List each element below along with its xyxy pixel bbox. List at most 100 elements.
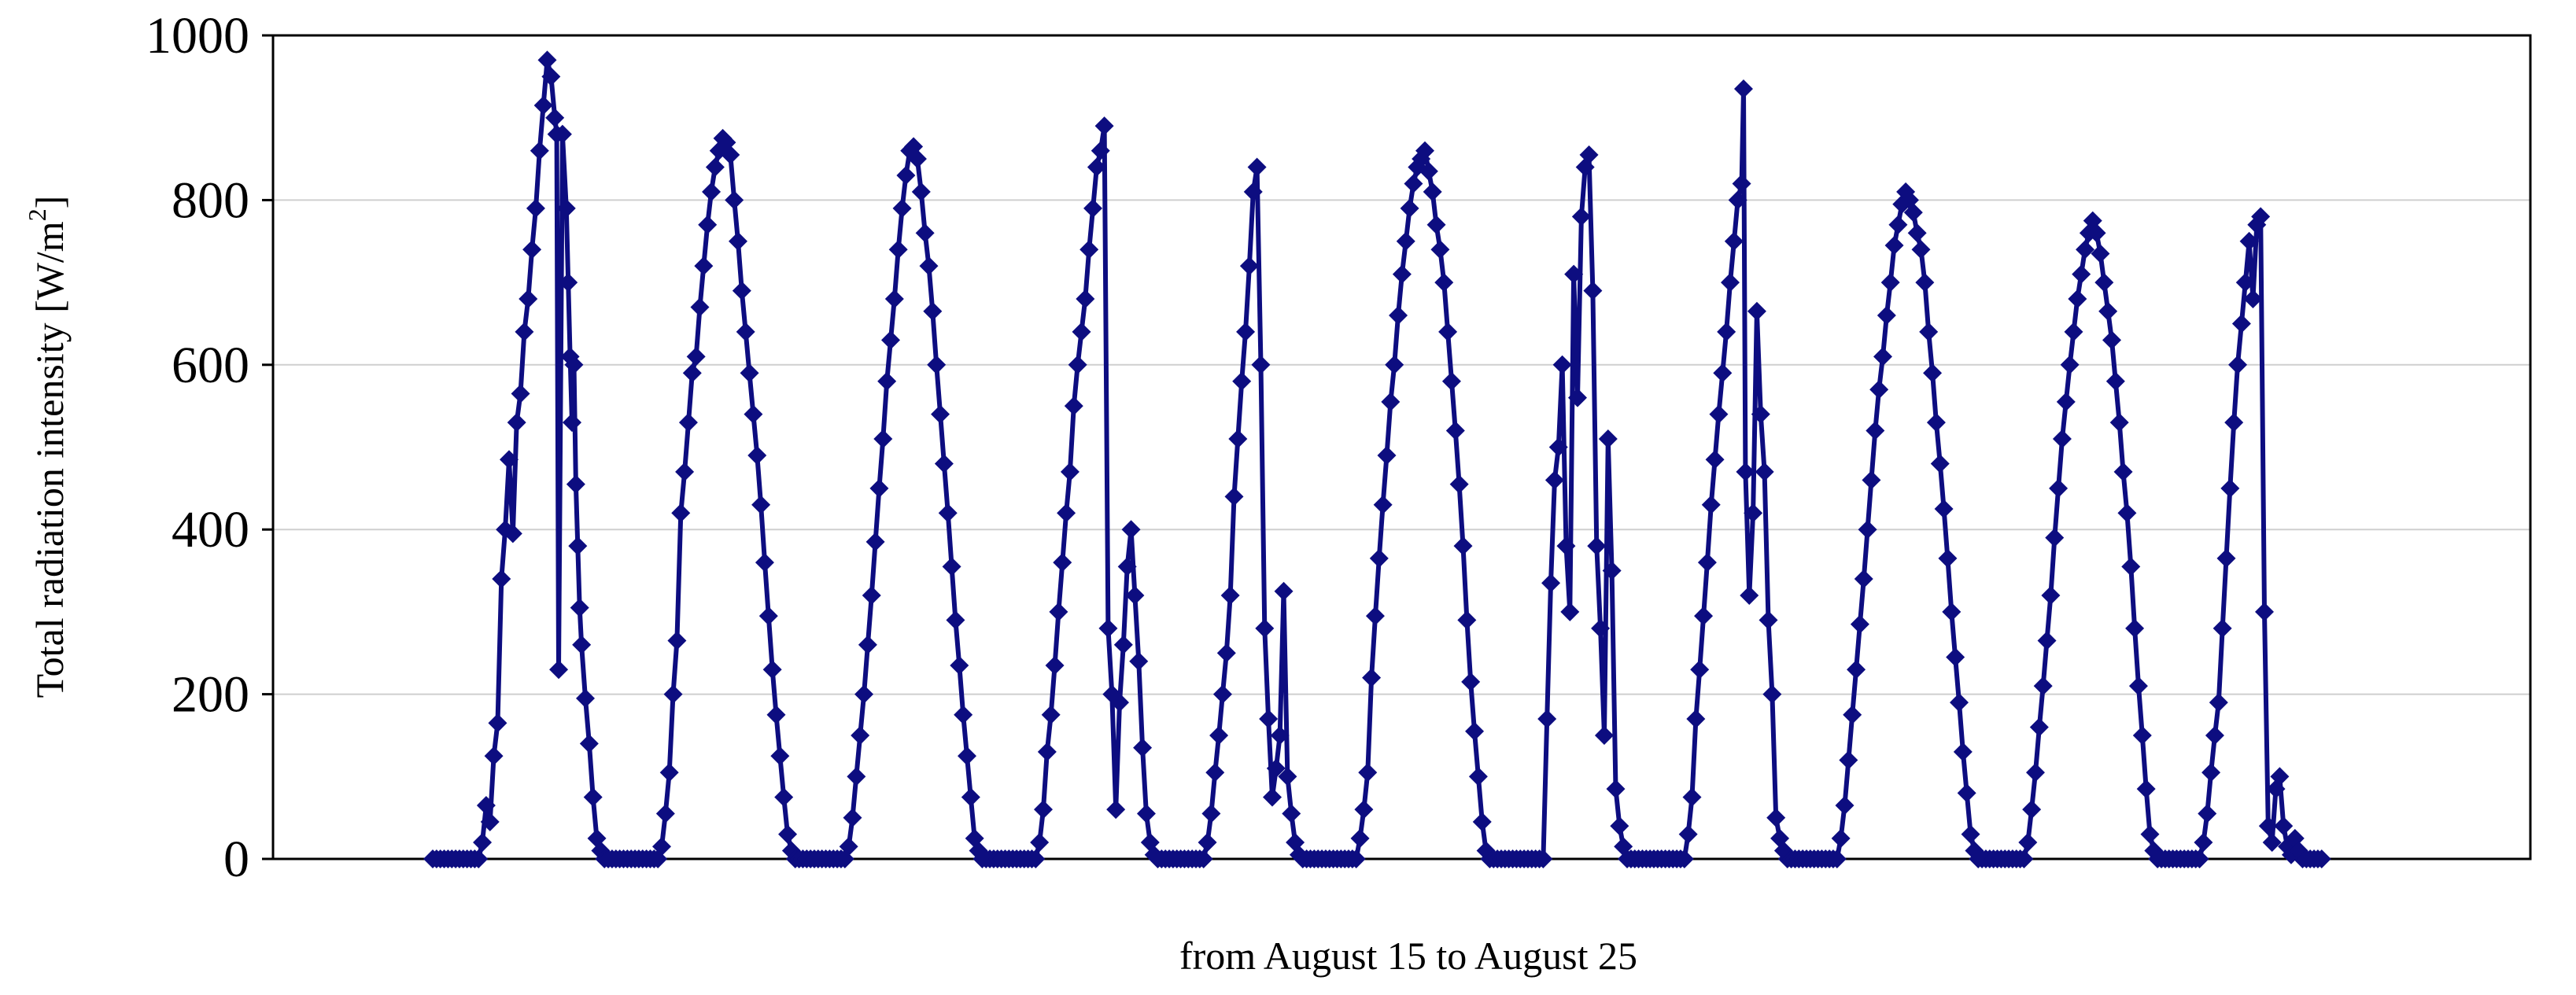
data-point-marker	[1381, 392, 1401, 411]
data-point-marker	[1113, 635, 1133, 654]
data-point-marker	[549, 660, 569, 680]
data-point-marker	[1728, 190, 1747, 210]
data-point-marker	[1610, 816, 1629, 836]
data-point-marker	[1129, 651, 1149, 671]
data-point-marker	[923, 301, 943, 321]
data-point-marker	[2033, 676, 2053, 696]
data-point-marker	[1133, 738, 1153, 757]
data-point-marker	[2262, 833, 2282, 853]
data-point-marker	[545, 108, 565, 127]
data-point-marker	[1755, 462, 1774, 481]
data-point-marker	[1732, 174, 1751, 193]
data-point-marker	[2121, 557, 2141, 577]
data-point-marker	[1766, 808, 1786, 827]
data-point-marker	[1740, 585, 1759, 605]
data-point-marker	[480, 812, 500, 831]
data-point-marker	[896, 165, 916, 185]
data-point-marker	[751, 495, 771, 514]
data-point-marker	[2194, 833, 2213, 853]
data-point-marker	[1106, 800, 1126, 820]
data-point-marker	[2117, 503, 2137, 523]
data-point-marker	[511, 384, 530, 404]
data-point-marker	[1239, 256, 1259, 276]
data-point-marker	[2132, 725, 2152, 745]
data-point-marker	[2270, 767, 2290, 787]
data-point-marker	[2064, 322, 2083, 341]
data-point-marker	[2076, 240, 2095, 260]
data-point-marker	[1705, 450, 1725, 470]
data-point-marker	[1915, 273, 1935, 293]
data-point-marker	[1251, 355, 1271, 374]
data-point-marker	[566, 474, 585, 494]
data-point-marker	[1072, 322, 1091, 341]
data-point-marker	[1713, 363, 1733, 383]
data-point-marker	[1358, 763, 1378, 783]
data-point-marker	[725, 190, 744, 210]
y-axis-label-superscript: 2	[23, 208, 51, 221]
data-point-marker	[1385, 355, 1404, 374]
data-point-marker	[2205, 725, 2224, 745]
data-point-marker	[946, 610, 965, 630]
data-point-marker	[1961, 824, 1980, 844]
data-point-marker	[1026, 849, 1046, 868]
data-point-marker	[1862, 470, 1881, 490]
data-point-marker	[927, 355, 947, 374]
data-point-marker	[1835, 795, 1854, 815]
y-axis-label-close: ]	[28, 196, 72, 209]
data-point-marker	[1847, 660, 1866, 680]
data-point-marker	[2136, 779, 2156, 799]
data-point-marker	[1205, 763, 1225, 783]
data-point-marker	[934, 454, 954, 474]
data-point-marker	[1243, 182, 1263, 201]
data-point-marker	[1877, 305, 1896, 325]
data-point-marker	[919, 256, 939, 276]
data-point-marker	[2212, 618, 2232, 638]
data-point-marker	[721, 145, 740, 164]
x-axis-label: from August 15 to August 25	[1179, 934, 1637, 978]
data-point-marker	[1587, 536, 1607, 556]
data-point-marker	[1110, 693, 1129, 713]
data-point-marker	[1544, 470, 1564, 490]
data-point-marker	[1365, 606, 1385, 626]
data-point-marker	[1701, 495, 1721, 514]
data-point-marker	[1911, 240, 1931, 260]
data-point-marker	[533, 95, 553, 115]
data-point-marker	[1392, 264, 1412, 284]
data-point-marker	[682, 363, 702, 383]
y-axis-label-text: Total radiation intensity [W/m	[28, 221, 72, 698]
data-point-marker	[1083, 198, 1103, 218]
data-point-marker	[2026, 763, 2045, 783]
data-point-marker	[1854, 569, 1873, 589]
data-point-marker	[1953, 742, 1973, 761]
data-point-marker	[1060, 462, 1079, 481]
data-point-marker	[762, 660, 782, 680]
data-point-marker	[1556, 536, 1576, 556]
data-point-marker	[476, 795, 496, 815]
data-point-marker	[1858, 520, 1877, 540]
data-point-marker	[1419, 161, 1438, 181]
data-point-marker	[729, 231, 747, 251]
data-point-marker	[2018, 833, 2038, 853]
data-point-marker	[1194, 849, 1213, 868]
data-point-marker	[888, 240, 908, 260]
data-point-marker	[1121, 520, 1141, 540]
data-point-marker	[2014, 849, 2034, 868]
data-point-marker	[2052, 429, 2072, 449]
series-0	[423, 50, 2331, 868]
data-point-marker	[1404, 174, 1423, 193]
data-point-marker	[1827, 849, 1847, 868]
data-point-marker	[2216, 548, 2236, 568]
data-point-marker	[1209, 725, 1229, 745]
data-point-marker	[740, 363, 759, 383]
data-point-marker	[851, 725, 870, 745]
data-point-marker	[961, 787, 980, 807]
data-point-marker	[1377, 445, 1397, 465]
data-point-marker	[702, 182, 722, 201]
data-point-marker	[892, 198, 912, 218]
data-point-marker	[1548, 437, 1568, 457]
data-point-marker	[564, 355, 584, 374]
data-point-marker	[1076, 289, 1095, 309]
y-axis-label: Total radiation intensity [W/m2]	[23, 196, 72, 698]
